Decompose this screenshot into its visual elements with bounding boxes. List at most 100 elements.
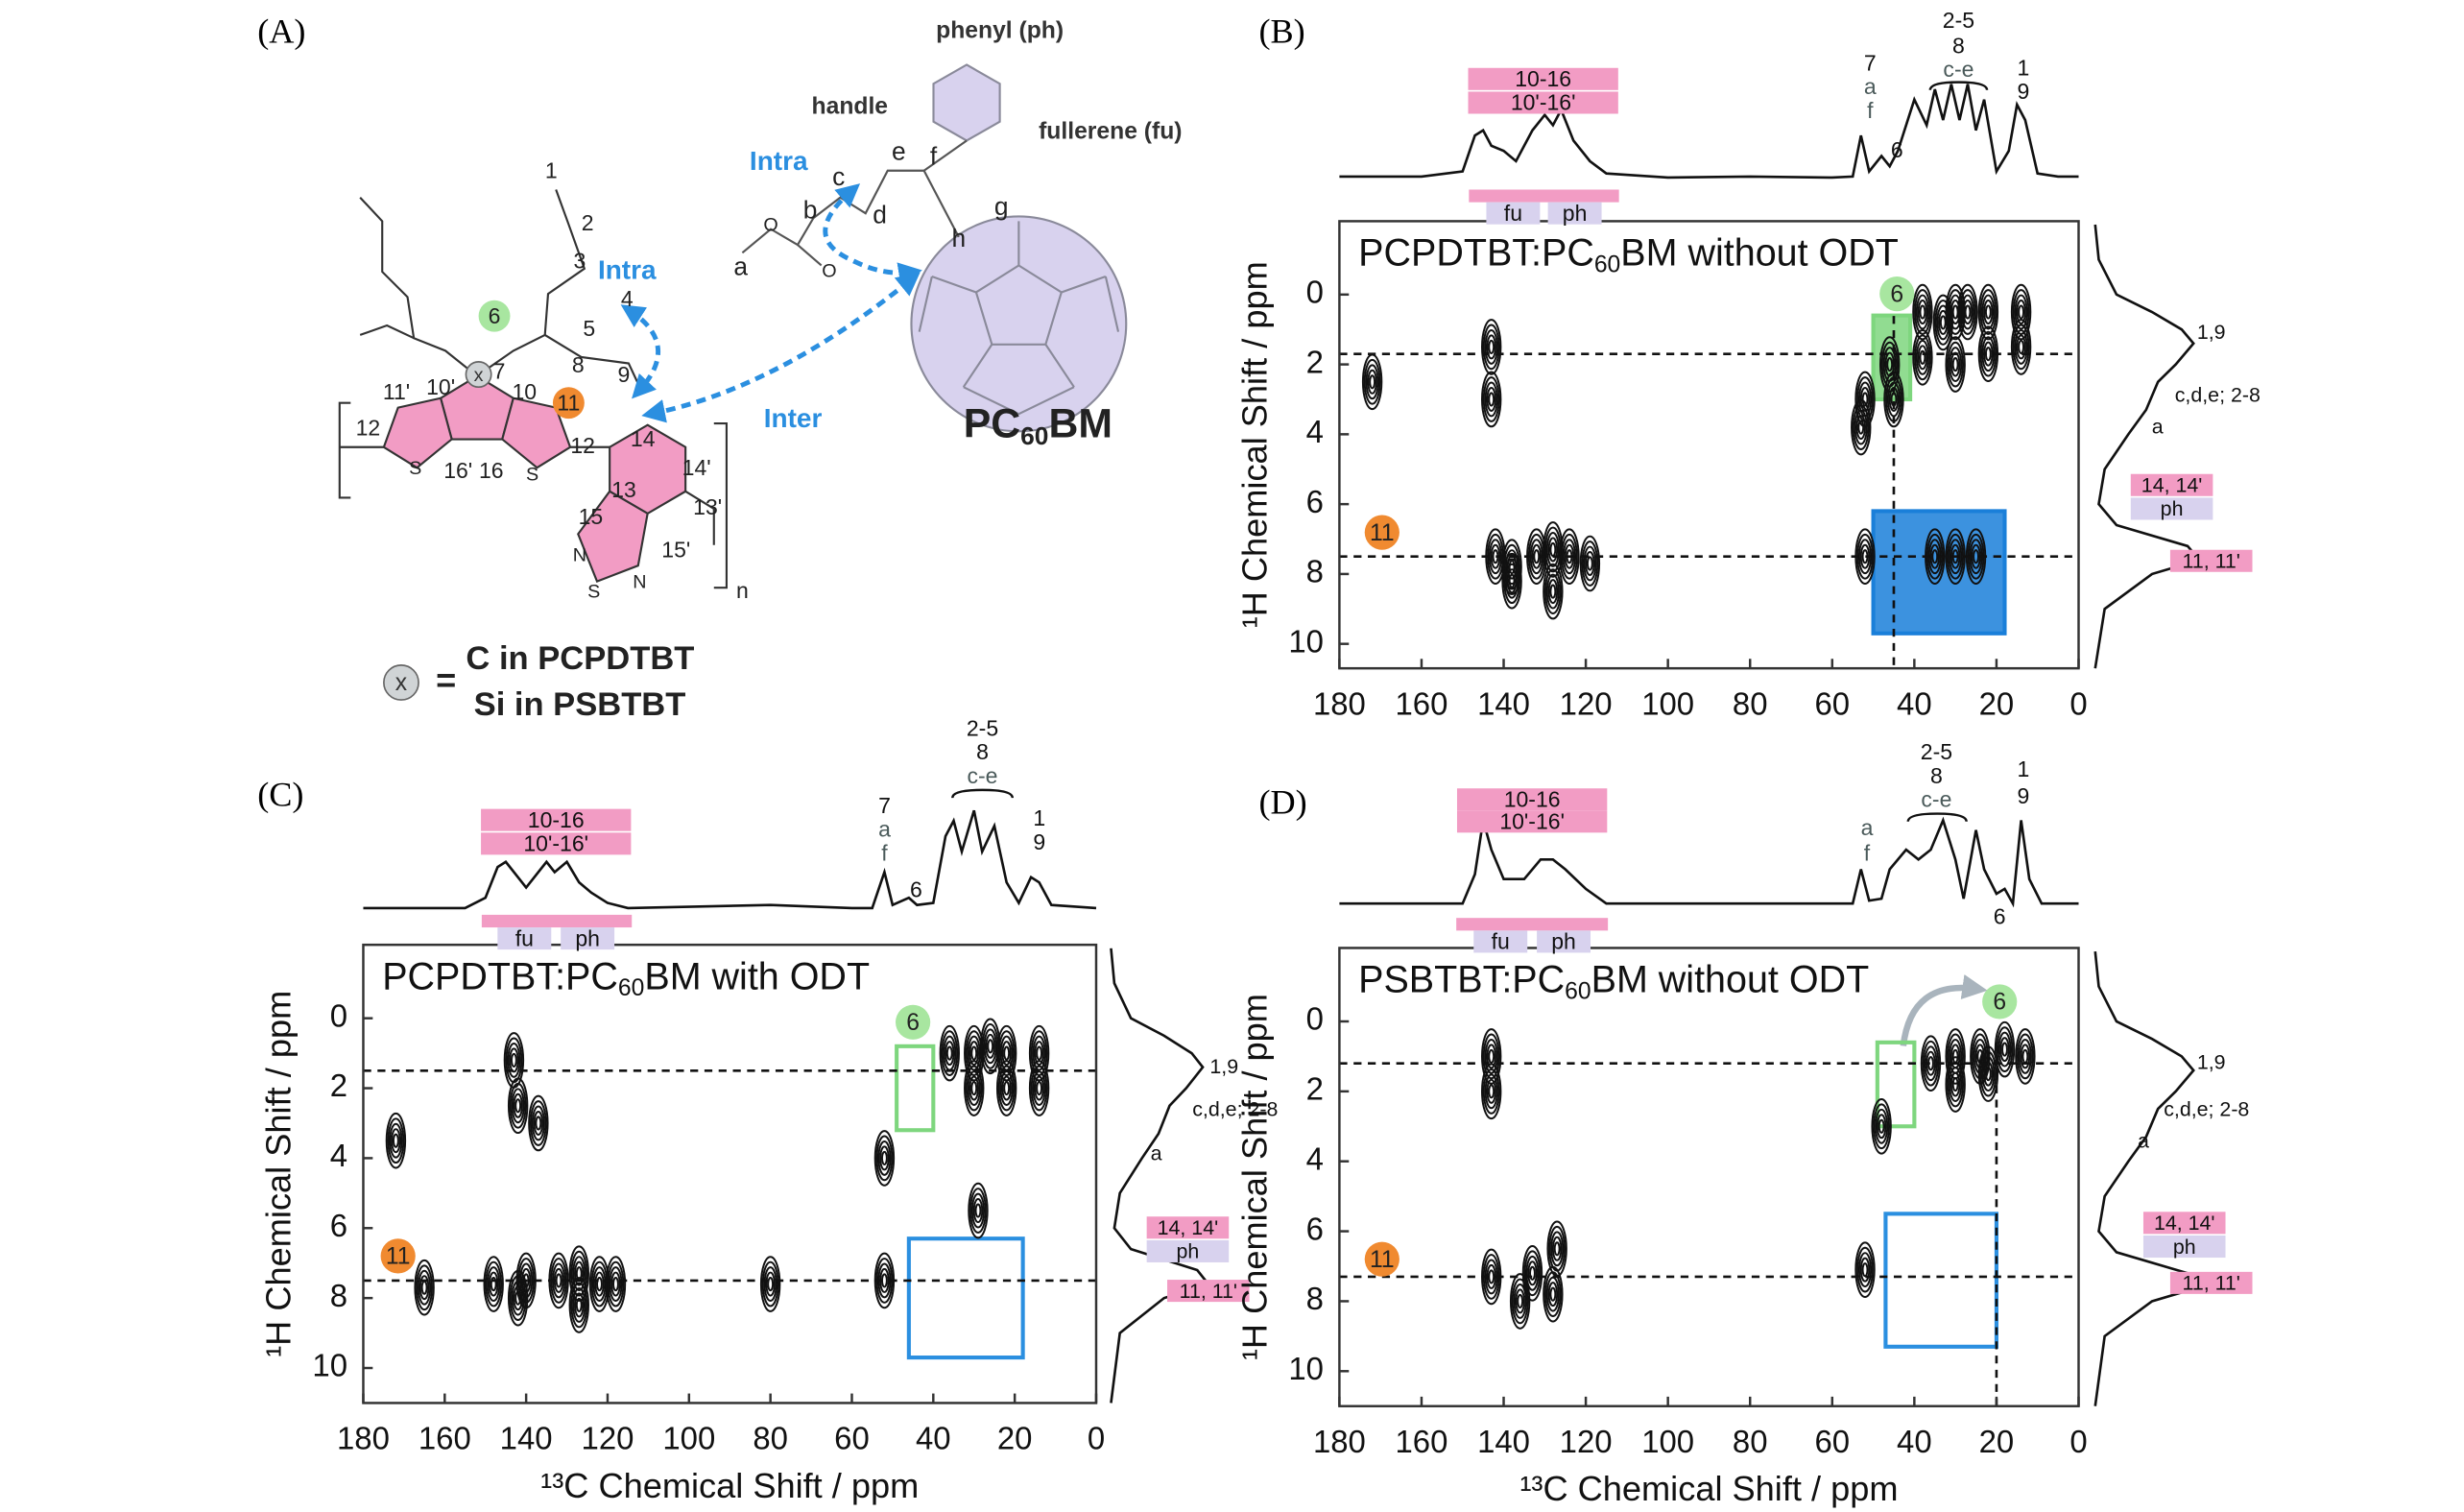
y-tick-label: 0 bbox=[1306, 275, 1324, 310]
contour-ring bbox=[2012, 289, 2030, 335]
annotation: 2-5 bbox=[967, 715, 998, 740]
x-tick-label: 180 bbox=[1313, 685, 1366, 721]
label-bg bbox=[1468, 67, 1618, 90]
assignment-strip bbox=[481, 914, 633, 928]
label-bg bbox=[2142, 1212, 2226, 1235]
structure-label: S bbox=[409, 458, 421, 479]
structure-label: 1 bbox=[545, 157, 558, 182]
contour-ring bbox=[1369, 374, 1376, 390]
annotation: f bbox=[1867, 98, 1874, 123]
contour-ring bbox=[605, 1256, 627, 1312]
contour-ring bbox=[1854, 1241, 1876, 1298]
y-axis-label: ¹H Chemical Shift / ppm bbox=[1234, 994, 1274, 1360]
y-tick-label: 8 bbox=[1306, 1281, 1324, 1316]
y-tick-label: 0 bbox=[1306, 1001, 1324, 1037]
peak bbox=[1945, 528, 1966, 586]
annotation: a bbox=[878, 817, 891, 842]
contour-ring bbox=[514, 1098, 522, 1114]
contour-ring bbox=[2016, 300, 2026, 325]
annotation: f bbox=[1864, 840, 1871, 865]
right-projection bbox=[2093, 224, 2202, 669]
contour-ring bbox=[1030, 1030, 1048, 1076]
contour-ring bbox=[385, 1112, 407, 1169]
contour-ring bbox=[1857, 1252, 1873, 1288]
annotation: 10-16 bbox=[1515, 66, 1571, 91]
contour-ring bbox=[1945, 528, 1966, 586]
x-tick-label: 20 bbox=[1979, 685, 2015, 721]
contour-ring bbox=[2016, 1033, 2034, 1080]
contour-ring bbox=[1915, 339, 1929, 375]
contour-ring bbox=[1861, 392, 1869, 407]
contour-ring bbox=[392, 1133, 399, 1148]
x-tick-label: 40 bbox=[1897, 685, 1932, 721]
annotation: 6 bbox=[1891, 137, 1903, 162]
badge bbox=[1364, 1241, 1399, 1277]
contour-ring bbox=[1977, 283, 1999, 341]
contour-ring bbox=[507, 1042, 521, 1078]
contour-ring bbox=[1482, 324, 1500, 371]
contour-ring bbox=[1034, 1041, 1044, 1067]
contour-ring bbox=[1876, 1114, 1887, 1140]
peak bbox=[1579, 535, 1601, 592]
annotation: ph bbox=[1563, 201, 1588, 226]
annotation: 10-16 bbox=[528, 807, 585, 832]
contour-ring bbox=[967, 1035, 981, 1071]
contour-ring bbox=[995, 1060, 1017, 1116]
contour-ring bbox=[968, 1182, 989, 1239]
x-tick-label: 160 bbox=[1396, 685, 1448, 721]
contour-ring bbox=[767, 1276, 775, 1292]
annotation: 11, 11' bbox=[2183, 1272, 2240, 1295]
contour-ring bbox=[1001, 1041, 1012, 1067]
structure-label: 12 bbox=[356, 416, 381, 441]
peak bbox=[1871, 1097, 1892, 1155]
x-tick-label: 100 bbox=[662, 1421, 715, 1456]
annotation: ph bbox=[1551, 929, 1576, 954]
contour-ring bbox=[570, 1250, 588, 1297]
contour-ring bbox=[1959, 289, 1976, 335]
title-sub: 60 bbox=[1594, 252, 1620, 277]
structure-label: 15 bbox=[579, 504, 604, 529]
title-part: BM without ODT bbox=[1620, 232, 1899, 275]
badge-label: 6 bbox=[1890, 281, 1903, 307]
contour-ring bbox=[995, 1024, 1017, 1082]
contour-ring bbox=[1028, 1060, 1050, 1116]
y-tick-label: 6 bbox=[1306, 484, 1324, 519]
peak bbox=[1543, 1265, 1564, 1323]
contour-ring bbox=[1861, 1262, 1869, 1278]
x-tick-label: 0 bbox=[2069, 1424, 2087, 1459]
panel-label: (C) bbox=[257, 775, 303, 813]
annotation: ph bbox=[2161, 497, 2184, 520]
annotation: 6 bbox=[910, 876, 922, 901]
annotation: ph bbox=[1177, 1240, 1200, 1263]
contour-ring bbox=[510, 1052, 517, 1068]
contour-ring bbox=[1511, 1278, 1529, 1325]
annotation: 1,9 bbox=[2197, 1050, 2226, 1073]
contour-ring bbox=[1501, 552, 1522, 610]
annotation: 14, 14' bbox=[1158, 1216, 1219, 1239]
contour-ring bbox=[1579, 535, 1601, 592]
contour-ring bbox=[1553, 1241, 1561, 1257]
contour-ring bbox=[1030, 1065, 1048, 1112]
structure-label: Intra bbox=[750, 146, 808, 176]
peak bbox=[939, 1024, 960, 1082]
contour-ring bbox=[1951, 304, 1959, 320]
peak bbox=[1543, 563, 1564, 620]
structure-label: d bbox=[873, 200, 887, 228]
formula-sub: 60 bbox=[1020, 421, 1048, 450]
structure-label: 13 bbox=[611, 477, 636, 502]
contour-ring bbox=[1513, 1284, 1527, 1319]
contour-ring bbox=[1984, 1067, 1992, 1082]
structure-label: 14' bbox=[682, 455, 711, 480]
contour-ring bbox=[555, 1273, 562, 1288]
peak bbox=[414, 1259, 435, 1316]
contour-ring bbox=[609, 1266, 623, 1303]
contour-ring bbox=[939, 1024, 960, 1082]
legend-eq: = bbox=[436, 660, 456, 700]
peak bbox=[1854, 1241, 1876, 1298]
contour-ring bbox=[1545, 573, 1560, 610]
legend-line: C in PCPDTBT bbox=[466, 640, 694, 677]
contour-ring bbox=[765, 1271, 776, 1297]
x-tick-label: 100 bbox=[1641, 685, 1694, 721]
contour-ring bbox=[1549, 541, 1557, 558]
label-bg bbox=[2169, 1271, 2253, 1294]
